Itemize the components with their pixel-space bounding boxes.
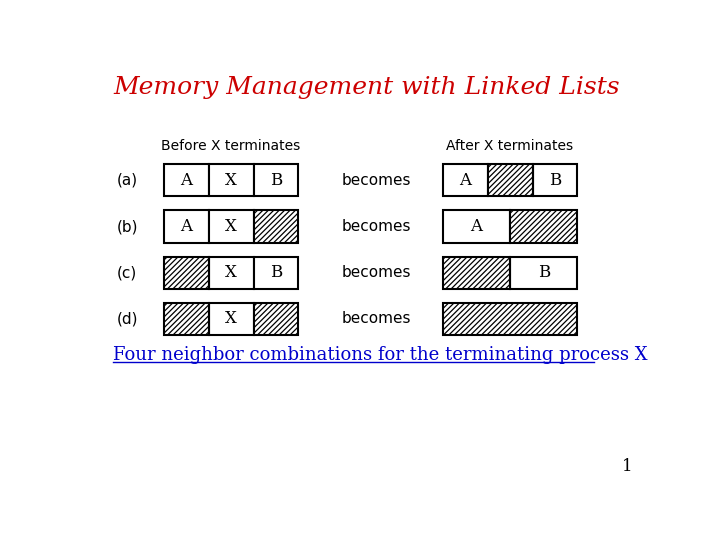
Bar	[253, 303, 299, 335]
Bar	[253, 164, 299, 197]
Text: B: B	[549, 172, 561, 189]
Bar	[253, 256, 299, 289]
Bar	[163, 256, 209, 289]
Text: becomes: becomes	[342, 265, 412, 280]
Text: A: A	[180, 172, 192, 189]
Bar	[443, 164, 487, 197]
Bar	[487, 164, 533, 197]
Bar	[163, 164, 209, 197]
Bar	[253, 211, 299, 242]
Text: X: X	[225, 218, 237, 235]
Text: After X terminates: After X terminates	[446, 139, 574, 153]
Text: 1: 1	[622, 458, 632, 475]
Bar	[209, 164, 253, 197]
Text: becomes: becomes	[342, 312, 412, 326]
Text: X: X	[225, 310, 237, 327]
Text: becomes: becomes	[342, 173, 412, 188]
Bar	[209, 256, 253, 289]
Bar	[163, 303, 209, 335]
Text: A: A	[180, 218, 192, 235]
Bar	[510, 211, 577, 242]
Bar	[443, 211, 510, 242]
Text: Four neighbor combinations for the terminating process X: Four neighbor combinations for the termi…	[113, 346, 648, 364]
Bar	[209, 211, 253, 242]
Text: X: X	[225, 264, 237, 281]
Bar	[253, 211, 299, 242]
Text: (b): (b)	[117, 219, 138, 234]
Text: Memory Management with Linked Lists: Memory Management with Linked Lists	[113, 76, 620, 99]
Text: A: A	[459, 172, 471, 189]
Bar	[510, 256, 577, 289]
Bar	[510, 211, 577, 242]
Bar	[443, 256, 510, 289]
Bar	[443, 303, 577, 335]
Bar	[253, 303, 299, 335]
Bar	[443, 303, 577, 335]
Bar	[163, 303, 209, 335]
Text: B: B	[538, 264, 550, 281]
Text: (c): (c)	[117, 265, 138, 280]
Bar	[487, 164, 533, 197]
Bar	[443, 256, 510, 289]
Bar	[163, 256, 209, 289]
Text: B: B	[270, 264, 282, 281]
Text: X: X	[225, 172, 237, 189]
Bar	[163, 211, 209, 242]
Text: (d): (d)	[117, 312, 138, 326]
Text: (a): (a)	[117, 173, 138, 188]
Text: becomes: becomes	[342, 219, 412, 234]
Text: B: B	[270, 172, 282, 189]
Text: A: A	[470, 218, 482, 235]
Bar	[533, 164, 577, 197]
Text: Before X terminates: Before X terminates	[161, 139, 301, 153]
Bar	[209, 303, 253, 335]
